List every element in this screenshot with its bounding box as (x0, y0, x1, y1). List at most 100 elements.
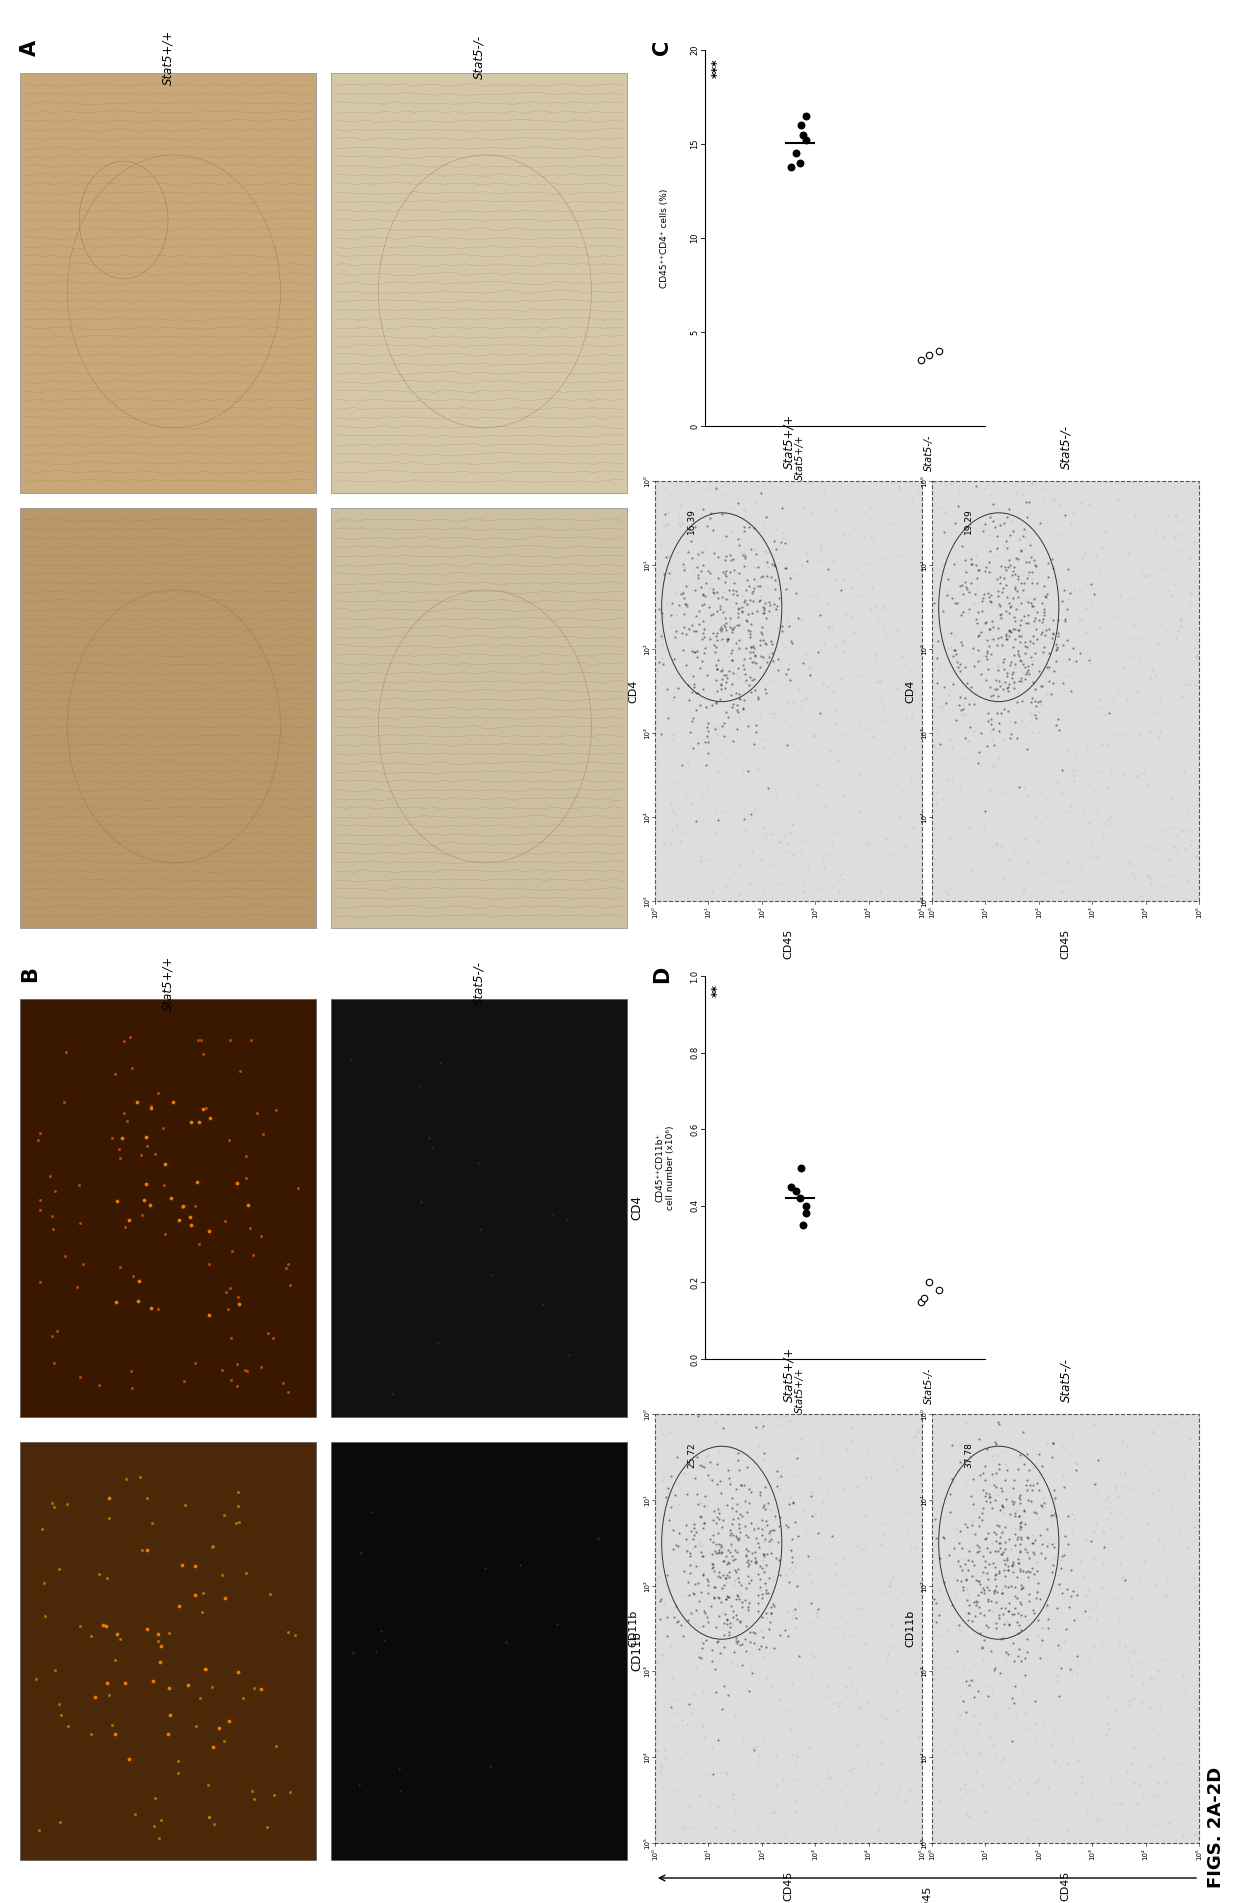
Point (1013, 1572, 1033, 1602)
Point (847, 1471, 867, 1501)
Point (1118, 537, 1138, 567)
Point (658, 540, 678, 571)
Point (764, 550, 784, 580)
Point (1022, 558, 1042, 588)
Point (982, 1441, 1002, 1471)
Point (1014, 601, 1034, 632)
Point (1007, 1524, 1027, 1555)
Point (148, 1619, 167, 1650)
Point (672, 816, 692, 847)
Point (1123, 641, 1143, 672)
Point (756, 502, 776, 533)
Point (1019, 1456, 1039, 1486)
Point (1021, 1469, 1040, 1500)
Point (985, 674, 1004, 704)
Point (115, 1667, 135, 1697)
Point (673, 1555, 693, 1585)
Text: 0: 0 (689, 424, 699, 428)
Point (428, 1328, 448, 1359)
Point (694, 1452, 714, 1482)
Point (1014, 1496, 1034, 1526)
Point (1168, 1517, 1188, 1547)
Point (980, 615, 999, 645)
Point (351, 1538, 371, 1568)
Point (996, 1534, 1016, 1564)
Point (1156, 1766, 1176, 1796)
Point (341, 1045, 361, 1075)
Point (1013, 649, 1033, 679)
Point (260, 1578, 280, 1608)
Point (1073, 542, 1092, 573)
Point (651, 717, 671, 748)
Point (707, 1627, 727, 1658)
Point (701, 499, 720, 529)
Point (1117, 1431, 1137, 1462)
Point (723, 1496, 743, 1526)
Point (1003, 582, 1023, 613)
Point (1006, 1768, 1025, 1798)
Point (997, 596, 1017, 626)
Point (781, 1172, 801, 1203)
Point (131, 1140, 151, 1170)
Point (672, 1810, 692, 1840)
Point (228, 1477, 248, 1507)
Point (789, 603, 808, 634)
Point (1048, 617, 1068, 647)
Point (671, 579, 691, 609)
Point (985, 512, 1004, 542)
Point (831, 664, 851, 695)
Point (1121, 1749, 1141, 1779)
Point (675, 588, 694, 618)
Point (1100, 698, 1120, 729)
Point (1027, 1578, 1047, 1608)
Point (722, 1530, 742, 1560)
Point (1172, 611, 1192, 641)
Point (728, 601, 748, 632)
Point (990, 1522, 1009, 1553)
Point (857, 1439, 877, 1469)
Point (662, 1663, 682, 1694)
Point (706, 474, 725, 504)
Point (31, 1195, 51, 1226)
Point (1161, 580, 1180, 611)
Point (263, 1323, 283, 1353)
Text: 0.4: 0.4 (689, 1199, 699, 1212)
Point (683, 733, 703, 763)
Point (825, 495, 844, 525)
Point (1180, 1423, 1200, 1454)
Point (792, 824, 812, 854)
Point (69, 1170, 89, 1201)
Point (724, 1534, 744, 1564)
Point (779, 1566, 799, 1597)
Point (866, 638, 885, 668)
Point (691, 1501, 711, 1532)
Point (806, 1597, 826, 1627)
Point (651, 1604, 671, 1635)
Point (161, 1182, 181, 1212)
Point (999, 520, 1019, 550)
Point (1002, 1486, 1022, 1517)
Point (756, 561, 776, 592)
Point (988, 1481, 1008, 1511)
Point (765, 594, 785, 624)
Point (692, 590, 712, 620)
Point (727, 1604, 746, 1635)
Point (419, 1123, 439, 1153)
Point (709, 1498, 729, 1528)
Point (728, 598, 748, 628)
Point (930, 710, 950, 740)
Point (689, 609, 709, 639)
Point (775, 552, 795, 582)
Point (977, 1671, 997, 1701)
Point (727, 714, 746, 744)
Point (243, 1775, 263, 1806)
Point (140, 1189, 160, 1220)
Point (666, 1591, 686, 1621)
Point (991, 622, 1011, 653)
Point (734, 537, 754, 567)
Point (1019, 626, 1039, 657)
Point (1011, 523, 1030, 554)
Point (722, 1465, 742, 1496)
Point (389, 1775, 409, 1806)
Point (723, 689, 743, 719)
